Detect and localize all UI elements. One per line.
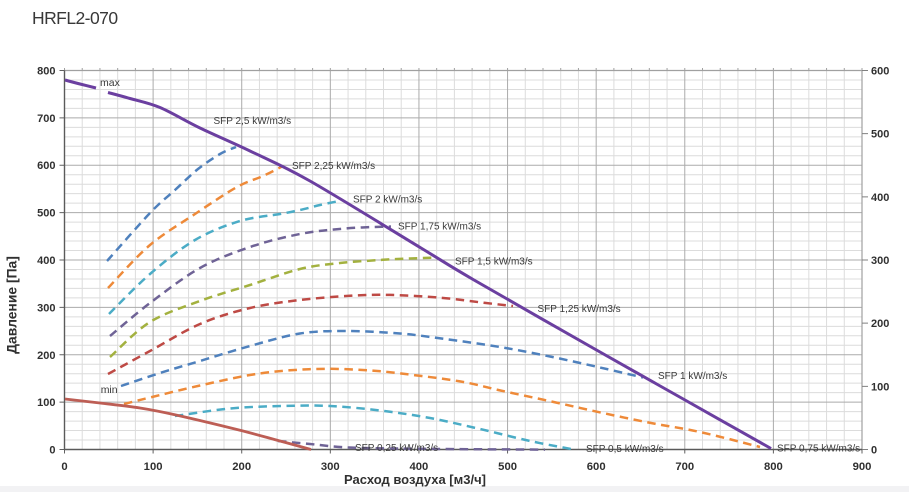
svg-text:SFP 1 kW/m3/s: SFP 1 kW/m3/s [658, 371, 727, 382]
svg-text:500: 500 [37, 208, 55, 220]
svg-text:300: 300 [37, 302, 55, 314]
svg-text:600: 600 [37, 160, 55, 172]
svg-text:SFP 2,25 kW/m3/s: SFP 2,25 kW/m3/s [292, 161, 375, 172]
svg-text:SFP 2,5 kW/m3/s: SFP 2,5 kW/m3/s [214, 116, 292, 127]
svg-text:600: 600 [587, 461, 606, 473]
svg-text:300: 300 [321, 461, 340, 473]
svg-text:300: 300 [871, 255, 889, 267]
svg-text:500: 500 [871, 129, 889, 141]
svg-text:Давление [Па]: Давление [Па] [4, 256, 20, 354]
svg-text:SFP 1,25 kW/m3/s: SFP 1,25 kW/m3/s [538, 304, 621, 315]
svg-text:min: min [101, 384, 118, 396]
svg-text:SFP 1,75 kW/m3/s: SFP 1,75 kW/m3/s [398, 222, 481, 233]
svg-text:700: 700 [37, 113, 55, 125]
svg-text:0: 0 [61, 461, 67, 473]
svg-text:200: 200 [871, 318, 889, 330]
svg-text:SFP 0,5 kW/m3/s: SFP 0,5 kW/m3/s [586, 444, 664, 455]
svg-text:100: 100 [871, 381, 889, 393]
svg-text:800: 800 [37, 66, 55, 78]
svg-text:400: 400 [409, 461, 428, 473]
svg-text:400: 400 [871, 192, 889, 204]
svg-text:200: 200 [232, 461, 251, 473]
svg-text:500: 500 [498, 461, 517, 473]
svg-text:800: 800 [764, 461, 783, 473]
svg-text:SFP 0,75 kW/m3/s: SFP 0,75 kW/m3/s [777, 444, 860, 455]
svg-text:HRFL2-070: HRFL2-070 [32, 8, 118, 28]
svg-text:200: 200 [37, 350, 55, 362]
svg-text:SFP 2 kW/m3/s: SFP 2 kW/m3/s [353, 195, 422, 206]
svg-text:600: 600 [871, 66, 889, 78]
svg-text:700: 700 [675, 461, 694, 473]
svg-text:Расход воздуха [м3/ч]: Расход воздуха [м3/ч] [344, 472, 486, 487]
svg-text:400: 400 [37, 255, 55, 267]
svg-text:100: 100 [144, 461, 163, 473]
svg-text:900: 900 [853, 461, 872, 473]
svg-text:max: max [100, 77, 121, 89]
svg-text:0: 0 [49, 445, 55, 457]
svg-text:SFP 1,5 kW/m3/s: SFP 1,5 kW/m3/s [455, 257, 533, 268]
svg-text:100: 100 [37, 397, 55, 409]
svg-text:SFP 0,25 kW/m3/s: SFP 0,25 kW/m3/s [355, 443, 438, 454]
svg-text:0: 0 [871, 445, 877, 457]
